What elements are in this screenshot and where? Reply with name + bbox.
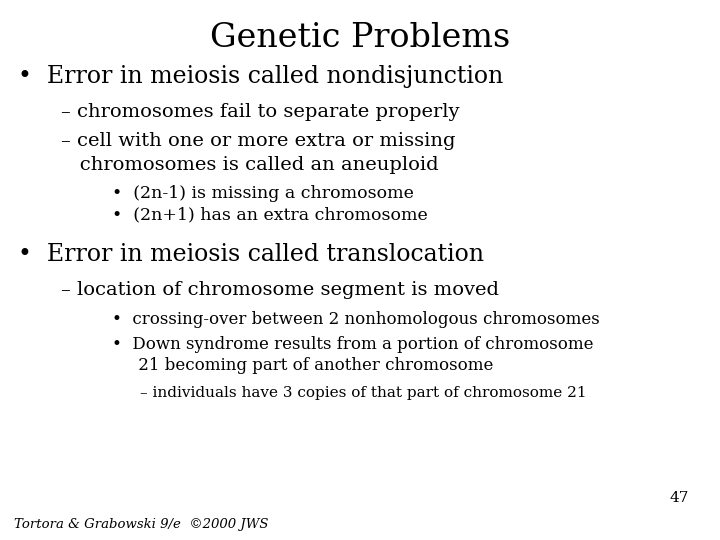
Text: •  crossing-over between 2 nonhomologous chromosomes: • crossing-over between 2 nonhomologous … xyxy=(112,310,599,327)
Text: – cell with one or more extra or missing: – cell with one or more extra or missing xyxy=(61,132,456,150)
Text: •  Down syndrome results from a portion of chromosome: • Down syndrome results from a portion o… xyxy=(112,336,593,353)
Text: – individuals have 3 copies of that part of chromosome 21: – individuals have 3 copies of that part… xyxy=(140,386,587,400)
Text: 21 becoming part of another chromosome: 21 becoming part of another chromosome xyxy=(112,357,493,374)
Text: 47: 47 xyxy=(670,491,689,505)
Text: •  (2n+1) has an extra chromosome: • (2n+1) has an extra chromosome xyxy=(112,207,428,224)
Text: •  (2n-1) is missing a chromosome: • (2n-1) is missing a chromosome xyxy=(112,185,413,201)
Text: Genetic Problems: Genetic Problems xyxy=(210,22,510,53)
Text: Tortora & Grabowski 9/e  ©2000 JWS: Tortora & Grabowski 9/e ©2000 JWS xyxy=(14,518,269,531)
Text: •  Error in meiosis called translocation: • Error in meiosis called translocation xyxy=(18,243,484,266)
Text: – chromosomes fail to separate properly: – chromosomes fail to separate properly xyxy=(61,103,459,120)
Text: •  Error in meiosis called nondisjunction: • Error in meiosis called nondisjunction xyxy=(18,65,503,88)
Text: – location of chromosome segment is moved: – location of chromosome segment is move… xyxy=(61,281,499,299)
Text: chromosomes is called an aneuploid: chromosomes is called an aneuploid xyxy=(61,156,438,173)
